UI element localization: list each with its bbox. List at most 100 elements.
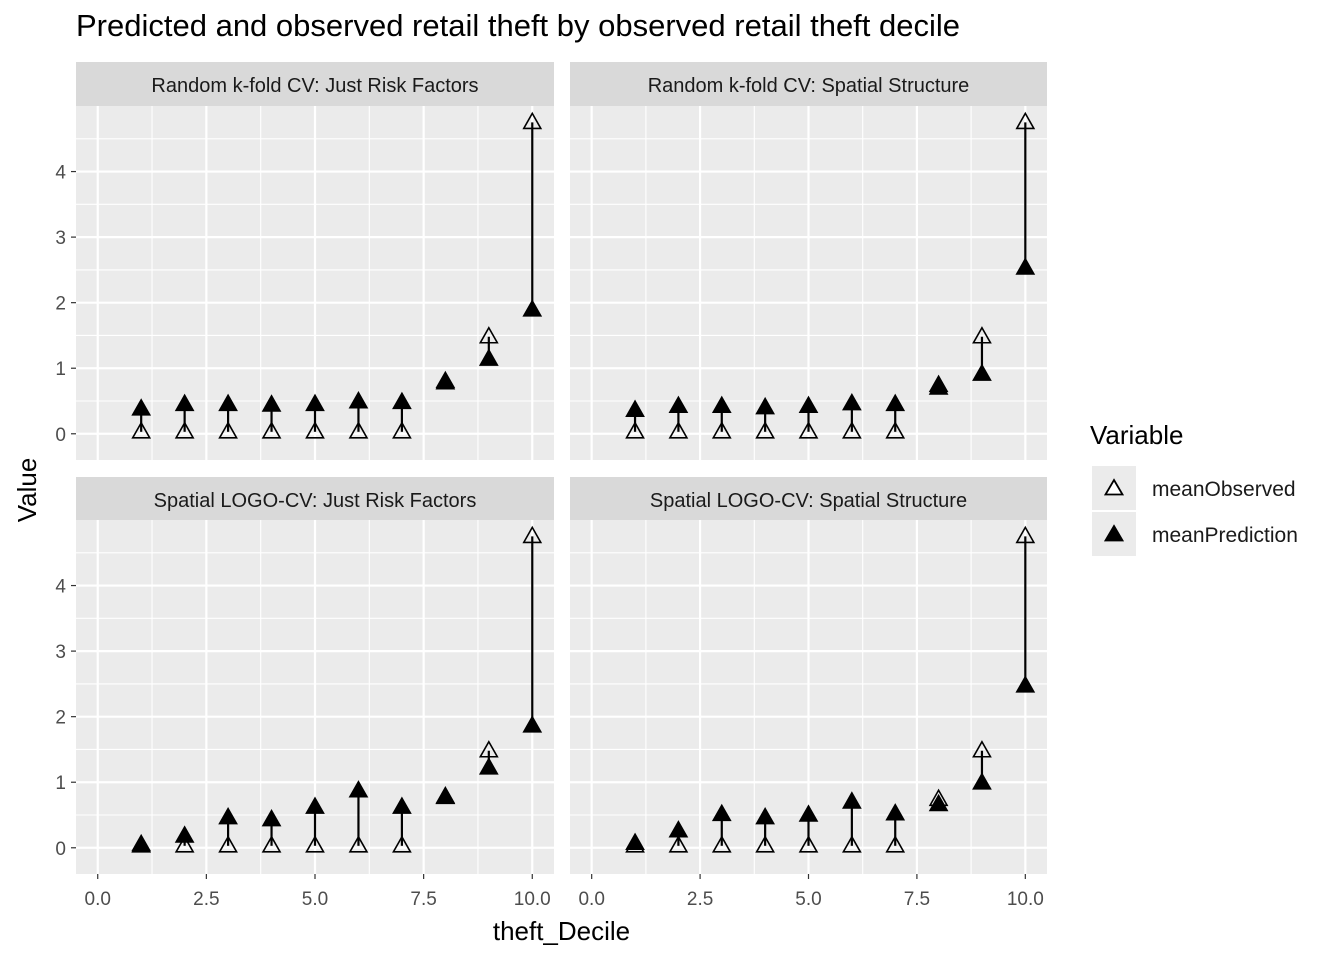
legend-title: Variable [1090, 420, 1184, 450]
point-mean-observed [131, 835, 152, 853]
point-mean-observed [928, 374, 949, 393]
point-mean-observed [305, 421, 325, 439]
x-tick-label: 2.5 [687, 889, 713, 910]
point-mean-observed [798, 421, 819, 439]
y-tick-label: 2 [55, 708, 66, 729]
point-mean-observed [174, 421, 195, 439]
point-mean-prediction [841, 791, 862, 809]
point-mean-observed [218, 835, 238, 853]
point-mean-prediction [218, 393, 238, 412]
point-mean-prediction [392, 796, 412, 814]
point-mean-observed [972, 740, 992, 758]
point-mean-observed [755, 835, 776, 853]
point-mean-prediction [348, 780, 369, 798]
facet-title: Spatial LOGO-CV: Spatial Structure [650, 490, 967, 512]
y-tick-label: 0 [55, 839, 66, 860]
x-tick-label: 7.5 [410, 889, 436, 910]
point-mean-observed [392, 421, 412, 439]
point-mean-observed [478, 326, 499, 344]
x-tick-label: 0.0 [578, 889, 604, 910]
legend-label-prediction: meanPrediction [1152, 524, 1298, 547]
y-tick-label: 3 [55, 642, 66, 663]
point-mean-observed [131, 421, 152, 439]
point-mean-observed [261, 421, 282, 439]
x-tick-label: 5.0 [302, 889, 328, 910]
point-mean-observed [711, 421, 732, 439]
x-tick-label: 10.0 [1007, 889, 1044, 910]
point-mean-prediction [711, 395, 732, 414]
point-mean-prediction [261, 394, 282, 412]
y-tick-label: 1 [55, 359, 66, 380]
point-mean-observed [348, 421, 369, 439]
point-mean-observed [972, 326, 992, 344]
point-mean-prediction [392, 391, 412, 410]
point-mean-observed [218, 421, 238, 439]
y-tick-label: 2 [55, 294, 66, 315]
point-mean-prediction [131, 398, 152, 416]
point-mean-prediction [928, 377, 949, 395]
point-mean-observed [435, 372, 456, 390]
y-tick-label: 4 [55, 163, 66, 184]
y-tick-label: 0 [55, 425, 66, 446]
x-tick-label: 2.5 [193, 889, 219, 910]
point-mean-observed [841, 421, 862, 439]
x-tick-label: 10.0 [514, 889, 551, 910]
point-mean-observed [625, 835, 645, 853]
point-mean-observed [755, 421, 776, 439]
legend-item-prediction: meanPrediction [1090, 512, 1330, 558]
point-mean-prediction [1015, 675, 1036, 693]
point-mean-observed [348, 835, 369, 853]
point-mean-observed [392, 835, 412, 853]
x-tick-label: 0.0 [85, 889, 111, 910]
point-mean-observed [841, 835, 862, 853]
point-mean-observed [305, 835, 325, 853]
legend-label-observed: meanObserved [1152, 478, 1296, 501]
point-mean-prediction [841, 392, 862, 411]
point-mean-prediction [798, 804, 819, 822]
point-mean-observed [668, 421, 689, 439]
point-mean-observed [885, 835, 906, 853]
point-mean-prediction [348, 391, 369, 409]
point-mean-prediction [928, 793, 949, 812]
point-mean-observed [798, 835, 819, 853]
y-axis-title: Value [12, 458, 42, 523]
point-mean-prediction [174, 825, 195, 843]
y-tick-label: 4 [55, 577, 66, 598]
x-tick-label: 5.0 [795, 889, 821, 910]
point-mean-observed [1015, 111, 1036, 130]
filled-triangle-icon [1103, 524, 1125, 542]
facet-strip [570, 62, 1047, 106]
point-mean-prediction [972, 363, 992, 381]
x-tick-label: 7.5 [904, 889, 930, 910]
y-tick-label: 3 [55, 228, 66, 249]
legend-key-observed [1092, 466, 1136, 510]
point-mean-observed [668, 835, 689, 853]
point-mean-prediction [522, 299, 543, 317]
point-mean-prediction [972, 772, 992, 790]
facet-title: Random k-fold CV: Just Risk Factors [151, 75, 478, 97]
point-mean-prediction [625, 399, 645, 417]
point-mean-prediction [885, 393, 906, 412]
point-mean-observed [522, 525, 543, 544]
point-mean-prediction [755, 806, 776, 825]
point-mean-prediction [755, 396, 776, 415]
point-mean-prediction [174, 393, 195, 412]
point-mean-prediction [668, 395, 689, 414]
x-axis-title: theft_Decile [493, 916, 630, 946]
point-mean-prediction [305, 796, 325, 814]
facet-strip [76, 62, 554, 106]
point-mean-prediction [261, 808, 282, 827]
facet-strip [570, 477, 1047, 520]
chart-title: Predicted and observed retail theft by o… [76, 8, 961, 43]
point-mean-prediction [522, 715, 543, 733]
point-mean-prediction [1015, 257, 1036, 275]
legend: Variable meanObserved meanPrediction [1090, 420, 1330, 560]
point-mean-observed [478, 740, 499, 758]
point-mean-observed [625, 421, 645, 439]
point-mean-prediction [885, 803, 906, 821]
facet-title: Spatial LOGO-CV: Just Risk Factors [154, 490, 477, 512]
point-mean-prediction [798, 395, 819, 414]
point-mean-observed [1015, 525, 1036, 544]
point-mean-prediction [305, 393, 325, 412]
